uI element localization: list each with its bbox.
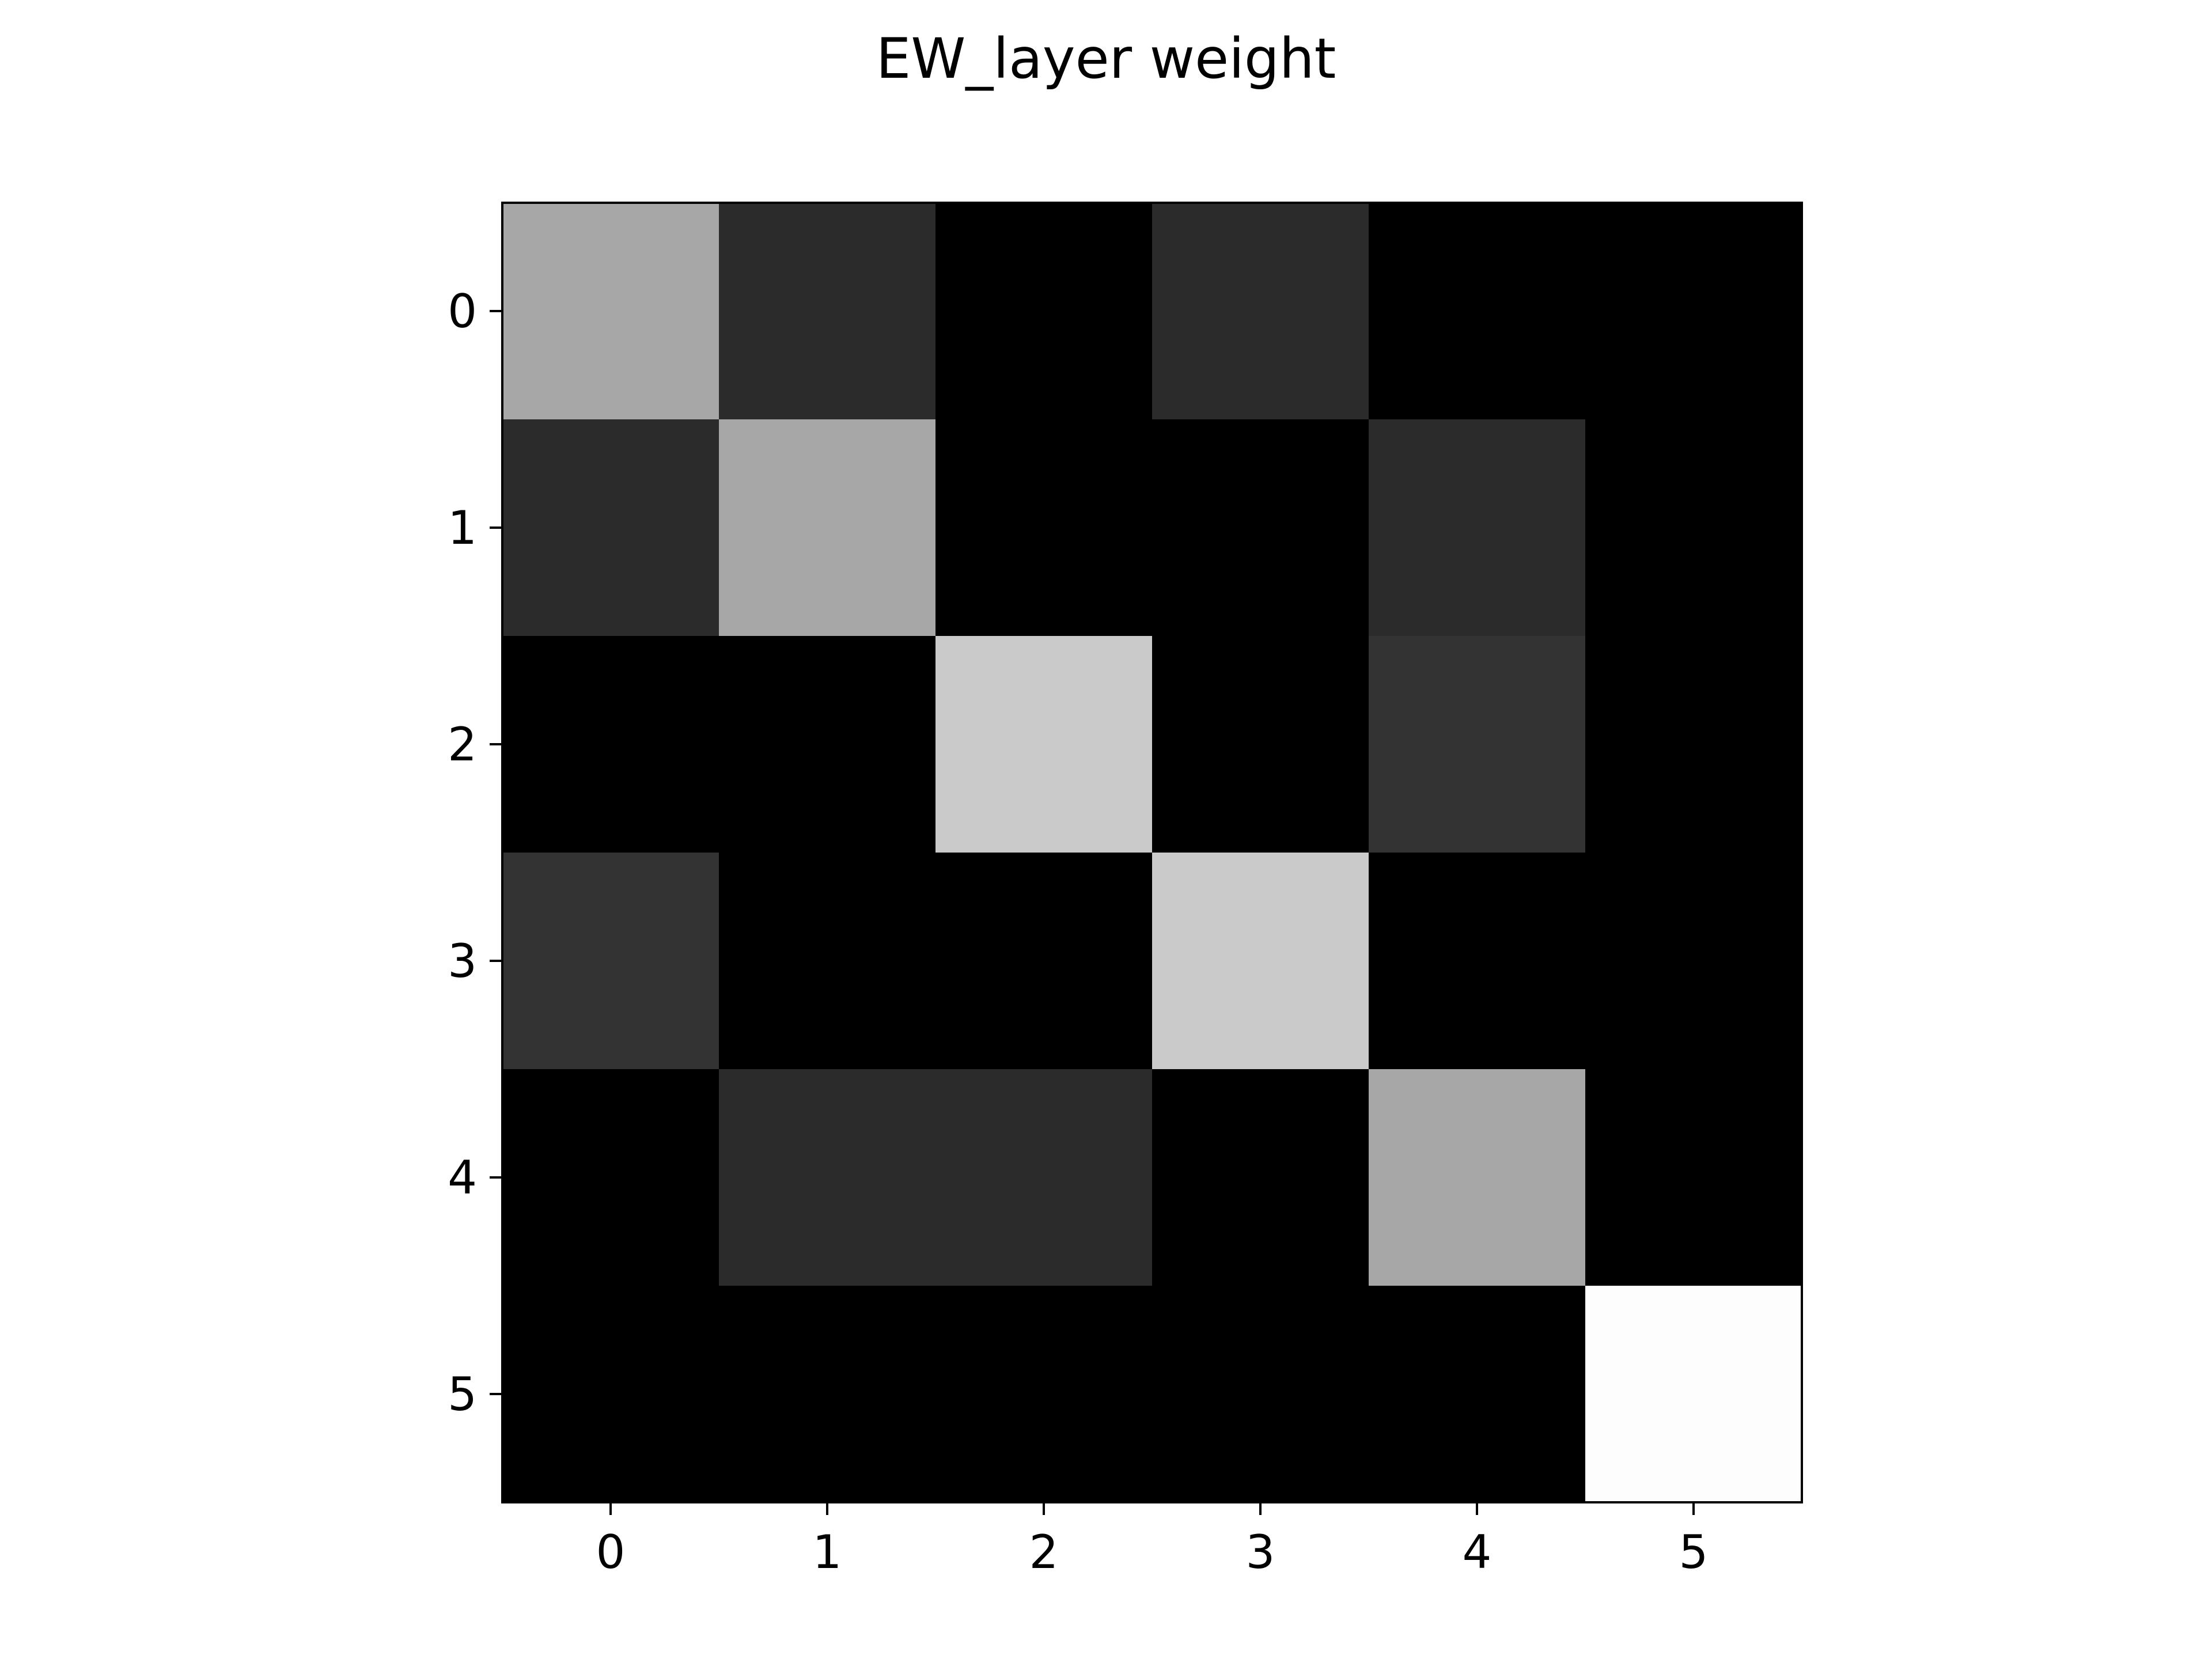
heatmap-cell-r4-c1 [719,1069,936,1286]
y-tick-label-0: 0 [448,285,477,338]
heatmap-cell-r0-c0 [502,203,719,420]
heatmap-cell-r0-c1 [719,203,936,420]
heatmap-cell-r2-c2 [935,636,1153,853]
heatmap-cell-r1-c1 [719,419,936,637]
heatmap-cell-r3-c2 [935,853,1153,1070]
x-tick-label-0: 0 [596,1525,626,1579]
y-tick-label-1: 1 [448,501,477,555]
heatmap-cell-r2-c4 [1369,636,1586,853]
heatmap-cell-r2-c5 [1585,636,1802,853]
heatmap-cell-r5-c4 [1369,1286,1586,1503]
heatmap-cell-r0-c5 [1585,203,1802,420]
heatmap-cell-r4-c2 [935,1069,1153,1286]
y-axis-ticks: 0 1 2 3 4 5 [448,285,502,1421]
y-tick-label-4: 4 [448,1151,477,1205]
heatmap-cell-r2-c0 [502,636,719,853]
heatmap-cell-r5-c5 [1585,1286,1802,1503]
heatmap-cell-r3-c0 [502,853,719,1070]
heatmap-cell-r1-c3 [1152,419,1369,637]
x-tick-label-2: 2 [1029,1525,1059,1579]
heatmap-cell-r5-c0 [502,1286,719,1503]
heatmap-cell-r4-c0 [502,1069,719,1286]
heatmap-cell-r2-c1 [719,636,936,853]
heatmap-cell-r5-c1 [719,1286,936,1503]
heatmap-cell-r1-c4 [1369,419,1586,637]
x-tick-label-5: 5 [1679,1525,1709,1579]
heatmap-cell-r4-c5 [1585,1069,1802,1286]
axes-frame [501,202,1803,1503]
heatmap-cells [502,203,1802,1503]
heatmap-cell-r1-c2 [935,419,1153,637]
heatmap-cell-r3-c1 [719,853,936,1070]
heatmap-cell-r3-c4 [1369,853,1586,1070]
y-tick-label-3: 3 [448,934,477,988]
heatmap-cell-r4-c4 [1369,1069,1586,1286]
heatmap-cell-r3-c3 [1152,853,1369,1070]
heatmap-cell-r0-c4 [1369,203,1586,420]
heatmap-cell-r4-c3 [1152,1069,1369,1286]
heatmap-cell-r5-c2 [935,1286,1153,1503]
chart-title: EW_layer weight [876,26,1336,91]
x-tick-label-4: 4 [1463,1525,1492,1579]
heatmap-cell-r5-c3 [1152,1286,1369,1503]
heatmap-cell-r3-c5 [1585,853,1802,1070]
heatmap-cell-r2-c3 [1152,636,1369,853]
heatmap-cell-r0-c2 [935,203,1153,420]
y-tick-label-5: 5 [448,1368,477,1421]
heatmap-cell-r1-c0 [502,419,719,637]
heatmap-cell-r1-c5 [1585,419,1802,637]
x-axis-ticks: 0 1 2 3 4 5 [596,1502,1709,1579]
x-tick-label-1: 1 [813,1525,842,1579]
x-tick-label-3: 3 [1246,1525,1275,1579]
heatmap-cell-r0-c3 [1152,203,1369,420]
y-tick-label-2: 2 [448,718,477,771]
